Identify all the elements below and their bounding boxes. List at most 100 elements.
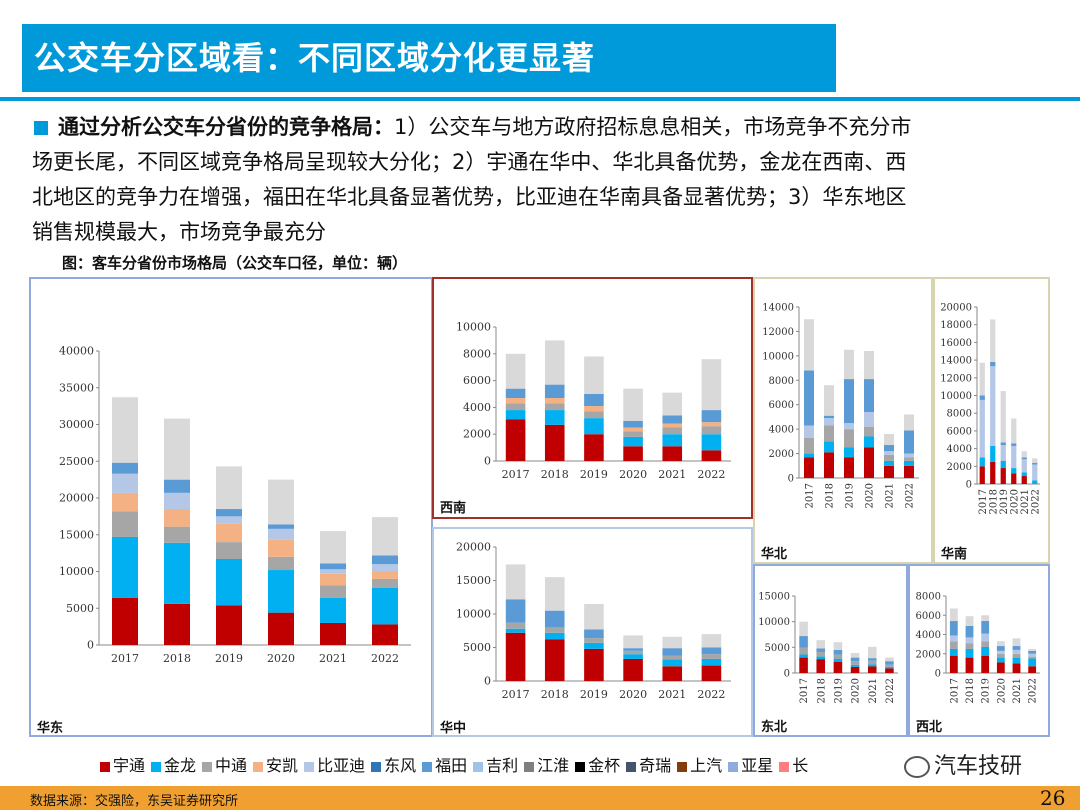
bar-segment [701,647,722,655]
bar-segment [320,585,346,598]
y-tick-label: 0 [966,480,972,491]
y-tick-label: 8000 [916,592,941,603]
bar-segment [1000,445,1006,461]
bar-segment [112,462,138,474]
bar-segment [864,436,874,448]
x-tick-label: 2021 [885,483,896,508]
bar-segment [1000,442,1006,446]
bar-segment [623,431,643,437]
bar-segment [816,648,826,652]
bar-segment [268,524,294,529]
bar-segment [320,531,346,564]
title-bar: 公交车分区域看：不同区域分化更显著 [22,24,836,92]
legend-label: 亚星 [741,756,774,775]
y-tick-label: 6000 [769,400,794,411]
y-tick-label: 5000 [463,641,491,654]
bar-segment [701,359,722,411]
bar-segment [804,319,814,371]
bar-segment [372,587,398,625]
legend-label: 江淮 [537,756,570,775]
bar-segment [320,622,346,645]
legend-swatch [728,761,739,772]
bar-segment [949,621,958,636]
bar-segment [544,403,565,411]
bar-segment [505,632,526,681]
y-tick-label: 12000 [940,373,972,384]
bar-segment [864,350,874,380]
bar-segment [1028,656,1037,659]
bar-segment [662,427,683,435]
bar-segment [979,466,985,484]
y-tick-label: 20000 [940,303,972,314]
bar-segment [623,446,643,461]
bar-segment [320,573,346,586]
bar-segment [1012,657,1021,664]
bar-segment [884,434,894,446]
legend-item: 金杯 [575,752,620,776]
page-title: 公交车分区域看：不同区域分化更显著 [34,39,596,77]
legend-swatch [100,761,110,772]
x-tick-label: 2021 [868,678,879,703]
body-text: 通过分析公交车分省份的竞争格局：1）公交车与地方政府招标息息相关，市场竞争不充分… [32,110,1038,250]
bar-segment [816,659,826,673]
bar-segment [804,370,814,426]
legend-item: 福田 [422,752,467,776]
bar-segment [1000,391,1006,443]
wechat-icon [904,756,930,778]
bar-segment [544,639,565,681]
chart-panel-huadong: 0 5000 10000 15000 20000 25000 30000 35000 40000… [29,277,433,737]
y-tick-label: 0 [788,474,794,485]
legend-swatch [371,761,382,772]
bar-segment [850,652,860,658]
bar-segment [662,659,683,667]
legend-item: 吉利 [473,752,518,776]
chart-panel-xinan: 0 2000 4000 6000 8000 10000 2017 2018 2019 2020 20… [432,277,753,519]
source-note: 数据来源：交强险，东吴证券研究所 [30,794,239,809]
bar-segment [268,570,294,613]
x-tick-label: 2018 [988,489,999,514]
x-tick-label: 2022 [371,652,399,665]
bar-segment [216,542,242,560]
x-tick-label: 2019 [999,489,1010,514]
bar-segment [981,641,990,648]
y-tick-label: 12000 [762,327,794,338]
legend-label: 上汽 [690,756,723,775]
bar-segment [884,460,894,466]
bar-segment [372,571,398,579]
bar-segment [867,666,877,673]
bar-segment [844,447,854,458]
bar-segment [505,410,526,420]
legend-label: 福田 [435,756,468,775]
y-tick-label: 10000 [456,321,491,334]
bar-segment [112,473,138,493]
bar-segment [1028,653,1037,657]
bar-segment [949,655,958,673]
bar-segment [544,384,565,399]
bar-segment [981,621,990,634]
y-tick-label: 10000 [762,351,794,362]
legend-swatch [524,761,535,772]
figure-caption: 图：客车分省份市场格局（公交车口径，单位：辆） [62,254,408,272]
bar-segment [505,398,526,404]
bar-segment [1021,459,1027,473]
x-tick-label: 2018 [541,688,569,701]
bar-segment [372,517,398,556]
bar-segment [662,392,683,416]
bar-segment [885,661,894,665]
bar-segment [701,410,722,423]
bar-segment [216,605,242,645]
bar-segment [584,648,604,681]
x-tick-label: 2022 [1030,489,1041,514]
x-tick-label: 2021 [1012,678,1023,703]
y-tick-label: 6000 [916,611,941,622]
bar-segment [701,426,722,435]
bar-segment [1011,418,1017,444]
bar-segment [623,648,643,651]
bar-segment [864,447,874,478]
bar-segment [864,412,874,427]
bar-segment [804,457,814,478]
bar-segment [850,657,860,662]
bar-segment [981,655,990,673]
legend-label: 金龙 [164,756,197,775]
bar-segment [996,653,1005,658]
